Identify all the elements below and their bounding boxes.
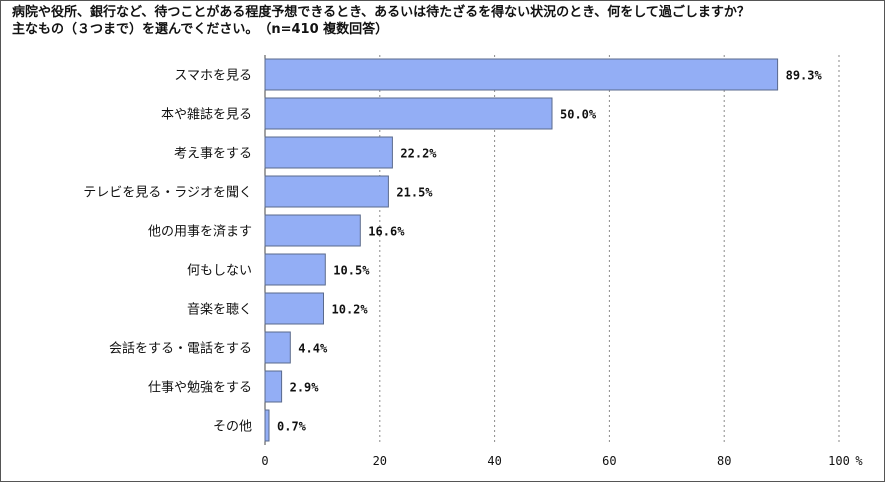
category-label-2: 考え事をする <box>174 147 252 162</box>
x-tick-label-40: 40 <box>487 454 501 468</box>
bar-5 <box>264 253 326 286</box>
bar-2 <box>264 136 393 169</box>
bar-1 <box>264 97 553 130</box>
bar-4 <box>264 214 361 247</box>
title-line-2: 主なもの（３つまで）を選んでください。 （n=410 複数回答） <box>12 22 389 37</box>
value-label-2: 22.2% <box>400 147 437 161</box>
category-label-3: テレビを見る・ラジオを聞く <box>83 186 252 201</box>
x-tick-label-100: 100 <box>828 454 850 468</box>
value-label-4: 16.6% <box>368 225 405 239</box>
value-label-5: 10.5% <box>333 264 370 278</box>
value-label-8: 2.9% <box>290 381 320 395</box>
category-label-8: 仕事や勉強をする <box>148 381 252 396</box>
bar-8 <box>264 370 283 403</box>
value-label-9: 0.7% <box>277 420 307 434</box>
bar-3 <box>264 175 389 208</box>
x-tick-label-80: 80 <box>717 454 731 468</box>
value-label-3: 21.5% <box>396 186 433 200</box>
bar-7 <box>264 331 291 364</box>
x-tick-label-0: 0 <box>261 454 268 468</box>
category-label-1: 本や雑誌を見る <box>161 107 252 123</box>
value-label-0: 89.3% <box>786 69 823 83</box>
value-label-6: 10.2% <box>332 303 369 317</box>
category-label-0: スマホを見る <box>174 69 252 84</box>
x-tick-label-20: 20 <box>373 454 387 468</box>
x-axis-unit: % <box>855 454 863 468</box>
bar-0 <box>264 58 779 91</box>
category-label-5: 何もしない <box>187 263 252 279</box>
title-line-1: 病院や役所、銀行など、待つことがある程度予想できるとき、あるいは待たざるを得ない… <box>12 5 750 20</box>
category-label-4: 他の用事を済ます <box>148 224 252 240</box>
bar-6 <box>264 292 324 325</box>
chart-title: 病院や役所、銀行など、待つことがある程度予想できるとき、あるいは待たざるを得ない… <box>12 4 878 38</box>
bar-9 <box>264 409 270 442</box>
category-label-6: 音楽を聴く <box>187 302 252 318</box>
category-label-9: その他 <box>213 420 252 435</box>
value-label-7: 4.4% <box>298 342 328 356</box>
category-label-7: 会話をする・電話をする <box>109 341 252 357</box>
x-tick-label-60: 60 <box>602 454 616 468</box>
value-label-1: 50.0% <box>560 108 597 122</box>
